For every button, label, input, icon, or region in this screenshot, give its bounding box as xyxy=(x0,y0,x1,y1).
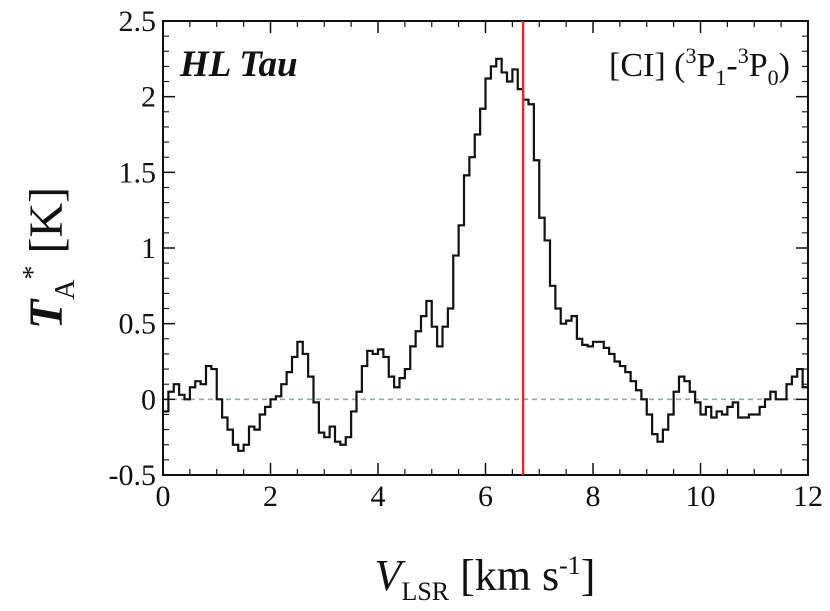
y-axis-subscript: A xyxy=(50,279,81,300)
transition-sup2: 3 xyxy=(738,43,749,68)
x-tick-label: 6 xyxy=(478,480,493,513)
x-tick-label: 2 xyxy=(263,480,278,513)
x-tick-label: 12 xyxy=(793,480,823,513)
x-tick-label: 4 xyxy=(371,480,386,513)
transition-dash: - xyxy=(726,47,737,84)
x-axis-unit: [km s xyxy=(449,551,559,600)
x-ticks: 0 2 4 6 8 10 12 xyxy=(156,21,823,513)
transition-sub2: 0 xyxy=(768,65,779,90)
y-tick-label: 0.5 xyxy=(119,308,157,341)
y-axis-title: TA* [K] xyxy=(18,187,81,329)
y-tick-label: 0 xyxy=(141,383,156,416)
y-tick-label: 1 xyxy=(141,232,156,265)
transition-prefix: [CI] ( xyxy=(609,47,685,84)
transition-label: [CI] (3P1-3P0) xyxy=(609,43,790,90)
x-axis-subscript: LSR xyxy=(401,577,449,606)
x-axis-unit-sup: -1 xyxy=(559,551,581,580)
transition-p2: P xyxy=(749,47,768,84)
y-tick-label: 2.5 xyxy=(119,5,157,38)
transition-sup1: 3 xyxy=(686,43,697,68)
y-axis-unit: [K] xyxy=(20,187,73,266)
source-label: HL Tau xyxy=(179,44,298,85)
x-tick-label: 8 xyxy=(586,480,601,513)
spectrum-line xyxy=(163,57,808,452)
transition-p1: P xyxy=(697,47,716,84)
plot-area: 0 2 4 6 8 10 12 -0.500.511.522.5 xyxy=(109,5,824,513)
y-tick-label: 1.5 xyxy=(119,156,157,189)
x-tick-label: 0 xyxy=(156,480,171,513)
y-tick-label: 2 xyxy=(141,81,156,114)
y-axis-superscript: * xyxy=(18,266,49,280)
y-ticks: -0.5 0 0.5 1 1.5 2 2.5 xyxy=(109,5,808,492)
x-axis-title: VLSR [km s-1] xyxy=(375,551,596,606)
x-axis-symbol: V xyxy=(375,551,407,600)
x-axis-unit-end: ] xyxy=(581,551,596,600)
transition-sub1: 1 xyxy=(715,65,726,90)
y-axis-symbol: T xyxy=(20,298,73,329)
transition-suffix: ) xyxy=(779,47,790,84)
y-tick-label: -0.5 xyxy=(109,459,157,492)
x-tick-label: 10 xyxy=(686,480,716,513)
